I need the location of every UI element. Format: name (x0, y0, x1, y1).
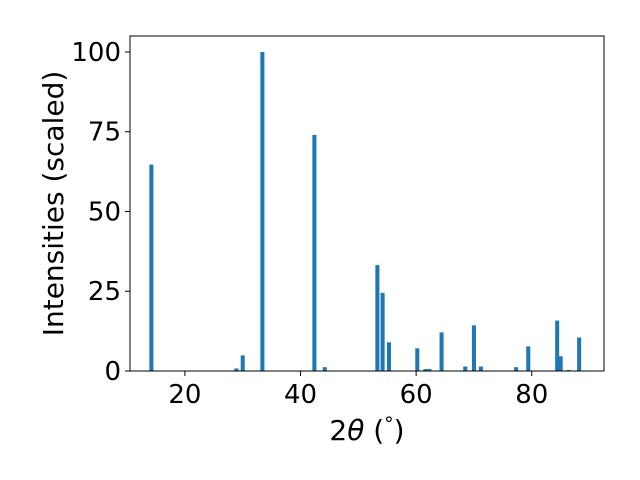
bar (439, 332, 444, 371)
y-tick-label: 100 (71, 38, 121, 68)
x-axis-ticks: 20 40 60 80 (168, 371, 548, 410)
x-tick-label: 20 (168, 380, 201, 410)
x-label-close: ) (394, 414, 405, 447)
bar (427, 369, 432, 371)
bar (526, 346, 531, 371)
bar (471, 325, 476, 371)
x-label-prefix: 2 (329, 414, 347, 447)
bar (240, 355, 245, 371)
bar (312, 134, 317, 371)
bar (415, 348, 420, 371)
bar (386, 342, 391, 371)
plot-frame (129, 35, 605, 372)
bar (555, 320, 560, 371)
x-label-symbol: θ (347, 414, 364, 447)
bar (423, 369, 428, 371)
x-tick-label: 40 (284, 380, 317, 410)
x-axis-label: 2θ (°) (329, 413, 404, 447)
x-tick-label: 60 (400, 380, 433, 410)
x-tick-label: 80 (515, 380, 548, 410)
bar (558, 356, 563, 371)
bar (463, 366, 468, 371)
bar (234, 368, 239, 371)
y-axis-label: Intensities (scaled) (37, 71, 70, 337)
x-label-open: ( (364, 414, 384, 447)
bar (380, 292, 385, 371)
bars-group (149, 51, 582, 371)
y-axis-ticks: 0 25 50 75 100 (71, 38, 130, 387)
bar (577, 337, 582, 371)
y-tick-label: 0 (104, 357, 121, 387)
bar (149, 164, 154, 371)
bar (322, 367, 327, 371)
bar (375, 265, 380, 371)
y-tick-label: 75 (88, 118, 121, 148)
bar (514, 367, 519, 371)
y-tick-label: 50 (88, 197, 121, 227)
bar (478, 366, 483, 371)
bar (260, 51, 265, 371)
x-label-degree: ° (384, 413, 394, 435)
y-tick-label: 25 (88, 277, 121, 307)
